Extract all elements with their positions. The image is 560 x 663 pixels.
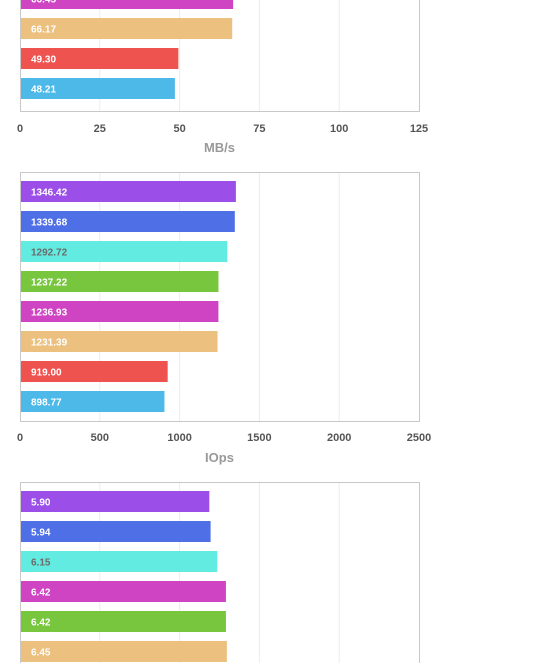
bar bbox=[21, 301, 219, 322]
bar-value-label: 6.15 bbox=[31, 558, 51, 569]
bar-value-label: 48.21 bbox=[31, 85, 56, 96]
bar-value-label: 5.90 bbox=[31, 498, 51, 509]
bar-value-label: 1339.68 bbox=[31, 218, 68, 229]
bar-value-label: 6.42 bbox=[31, 588, 51, 599]
chart-1: 66.45 66.17 49.30 48.21 0 25 50 75 100 125 MB/s bbox=[17, 0, 428, 155]
bar-value-label: 6.45 bbox=[31, 648, 51, 659]
x-tick-label: 50 bbox=[173, 123, 185, 135]
chart-2: 1346.42 1339.68 1292.72 1237.22 1236.93 1231.… bbox=[17, 172, 431, 465]
x-tick-label: 0 bbox=[17, 123, 23, 135]
x-tick-label: 75 bbox=[253, 123, 265, 135]
x-axis-title: MB/s bbox=[204, 140, 235, 155]
bar bbox=[21, 391, 165, 412]
x-tick-label: 2500 bbox=[407, 432, 431, 444]
bar-value-label: 66.45 bbox=[31, 0, 56, 6]
bar-value-label: 919.00 bbox=[31, 368, 62, 379]
bar bbox=[21, 211, 235, 232]
bar-value-label: 1237.22 bbox=[31, 278, 68, 289]
x-axis-title: IOps bbox=[205, 450, 234, 465]
x-tick-label: 1000 bbox=[167, 432, 191, 444]
bar bbox=[21, 331, 218, 352]
bar bbox=[21, 78, 175, 99]
bar-value-label: 6.42 bbox=[31, 618, 51, 629]
bar bbox=[21, 491, 210, 512]
x-tick-label: 0 bbox=[17, 432, 23, 444]
plot-frame bbox=[20, 482, 420, 663]
bar bbox=[21, 18, 233, 39]
x-tick-label: 2000 bbox=[327, 432, 351, 444]
bar bbox=[21, 0, 234, 9]
bar-value-label: 1236.93 bbox=[31, 308, 68, 319]
bar bbox=[21, 48, 179, 69]
x-tick-label: 100 bbox=[330, 123, 348, 135]
bar bbox=[21, 581, 226, 602]
bar bbox=[21, 611, 226, 632]
bar-value-label: 1346.42 bbox=[31, 188, 68, 199]
bar bbox=[21, 361, 168, 382]
bar-value-label: 898.77 bbox=[31, 398, 62, 409]
bar bbox=[21, 241, 228, 262]
bar-value-label: 5.94 bbox=[31, 528, 51, 539]
bar bbox=[21, 521, 211, 542]
bar-value-label: 1231.39 bbox=[31, 338, 68, 349]
plot-frame bbox=[20, 0, 420, 112]
x-tick-label: 1500 bbox=[247, 432, 271, 444]
bar-value-label: 66.17 bbox=[31, 25, 56, 36]
bar bbox=[21, 271, 219, 292]
x-tick-label: 125 bbox=[410, 123, 428, 135]
x-tick-label: 25 bbox=[94, 123, 106, 135]
bar bbox=[21, 551, 218, 572]
bar bbox=[21, 641, 227, 662]
bar bbox=[21, 181, 236, 202]
bar-value-label: 49.30 bbox=[31, 55, 56, 66]
bar-value-label: 1292.72 bbox=[31, 248, 68, 259]
plot-frame bbox=[20, 172, 420, 422]
chart-3: 5.90 5.94 6.15 6.42 6.42 6.45 bbox=[20, 482, 420, 663]
x-tick-label: 500 bbox=[91, 432, 109, 444]
